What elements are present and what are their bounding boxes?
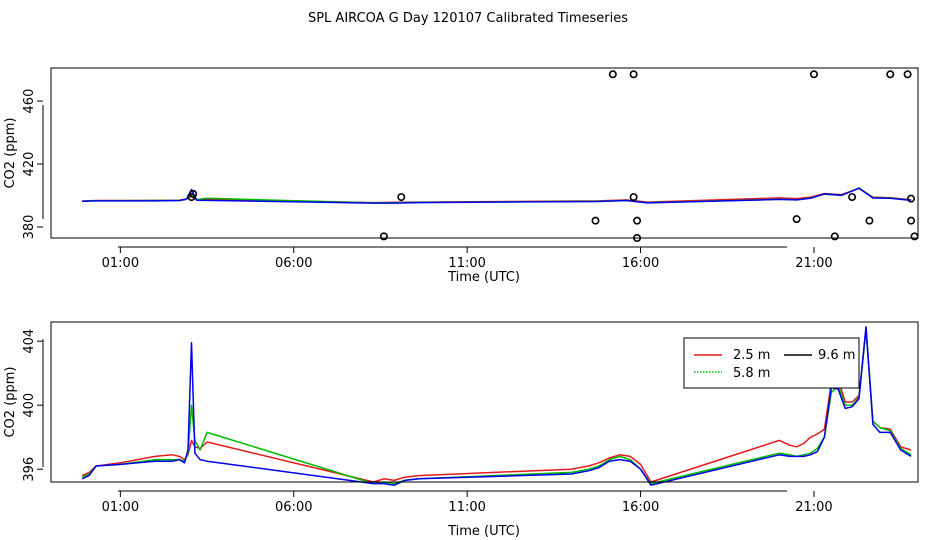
y-tick-label: 404: [22, 329, 37, 354]
panel-bottom-x-axis: 01:00 06:00 11:00 16:00 21:00: [102, 490, 833, 515]
y-tick-label: 460: [22, 89, 37, 114]
x-tick-label: 11:00: [448, 256, 485, 271]
panel-top-series: [82, 187, 912, 204]
y-tick-label: 420: [22, 152, 37, 177]
outlier-point: [189, 189, 198, 198]
x-tick-label: 06:00: [275, 500, 312, 515]
outlier-point: [907, 194, 916, 203]
panel-bottom-xlabel: Time (UTC): [447, 524, 520, 539]
x-tick-label: 06:00: [275, 256, 312, 271]
outlier-point: [629, 193, 638, 202]
x-tick-label: 21:00: [795, 500, 832, 515]
outlier-point: [848, 193, 857, 202]
series-line-9-6-m: [81, 326, 912, 486]
panel-bottom-ylabel: CO2 (ppm): [3, 366, 18, 437]
outlier-point: [591, 216, 600, 225]
outlier-point: [903, 70, 912, 79]
panel-top: 01:00 06:00 11:00 16:00 21:00 380 420 460 Time…: [3, 67, 919, 285]
outlier-point: [809, 70, 818, 79]
y-tick-label: 380: [22, 215, 37, 240]
outlier-point: [907, 216, 916, 225]
panel-bottom-y-axis: 396 400 404: [22, 329, 44, 482]
panel-top-ylabel: CO2 (ppm): [3, 117, 18, 188]
outlier-point: [830, 232, 839, 241]
panel-top-frame: [50, 67, 919, 239]
panel-top-x-axis: 01:00 06:00 11:00 16:00 21:00: [102, 246, 833, 271]
legend-label-1: 9.6 m: [818, 348, 855, 363]
outlier-point: [629, 70, 638, 79]
legend-label-0: 2.5 m: [733, 348, 770, 363]
outlier-point: [379, 232, 388, 241]
panel-top-xlabel: Time (UTC): [447, 270, 520, 285]
series-line-9-6-m: [82, 187, 912, 204]
legend: 2.5 m 9.6 m 5.8 m: [683, 337, 860, 389]
panel-bottom-series: [81, 326, 912, 486]
y-tick-label: 396: [22, 457, 37, 482]
legend-label-2: 5.8 m: [733, 366, 770, 381]
legend-box: [683, 337, 860, 389]
outlier-point: [397, 193, 406, 202]
outlier-point: [633, 216, 642, 225]
panel-top-outliers: [187, 70, 919, 243]
panel-bottom: 01:00 06:00 11:00 16:00 21:00 396 400 404 Time…: [3, 321, 919, 539]
panel-top-y-axis: 380 420 460: [22, 89, 44, 240]
figure-title: SPL AIRCOA G Day 120107 Calibrated Times…: [308, 11, 628, 26]
x-tick-label: 16:00: [622, 500, 659, 515]
panel-bottom-frame: [50, 321, 919, 483]
outlier-point: [886, 70, 895, 79]
outlier-point: [792, 215, 801, 224]
x-tick-label: 16:00: [622, 256, 659, 271]
outlier-point: [608, 70, 617, 79]
outlier-point: [865, 216, 874, 225]
y-tick-label: 400: [22, 393, 37, 418]
x-tick-label: 01:00: [102, 256, 139, 271]
x-tick-label: 21:00: [795, 256, 832, 271]
x-tick-label: 11:00: [448, 500, 485, 515]
x-tick-label: 01:00: [102, 500, 139, 515]
